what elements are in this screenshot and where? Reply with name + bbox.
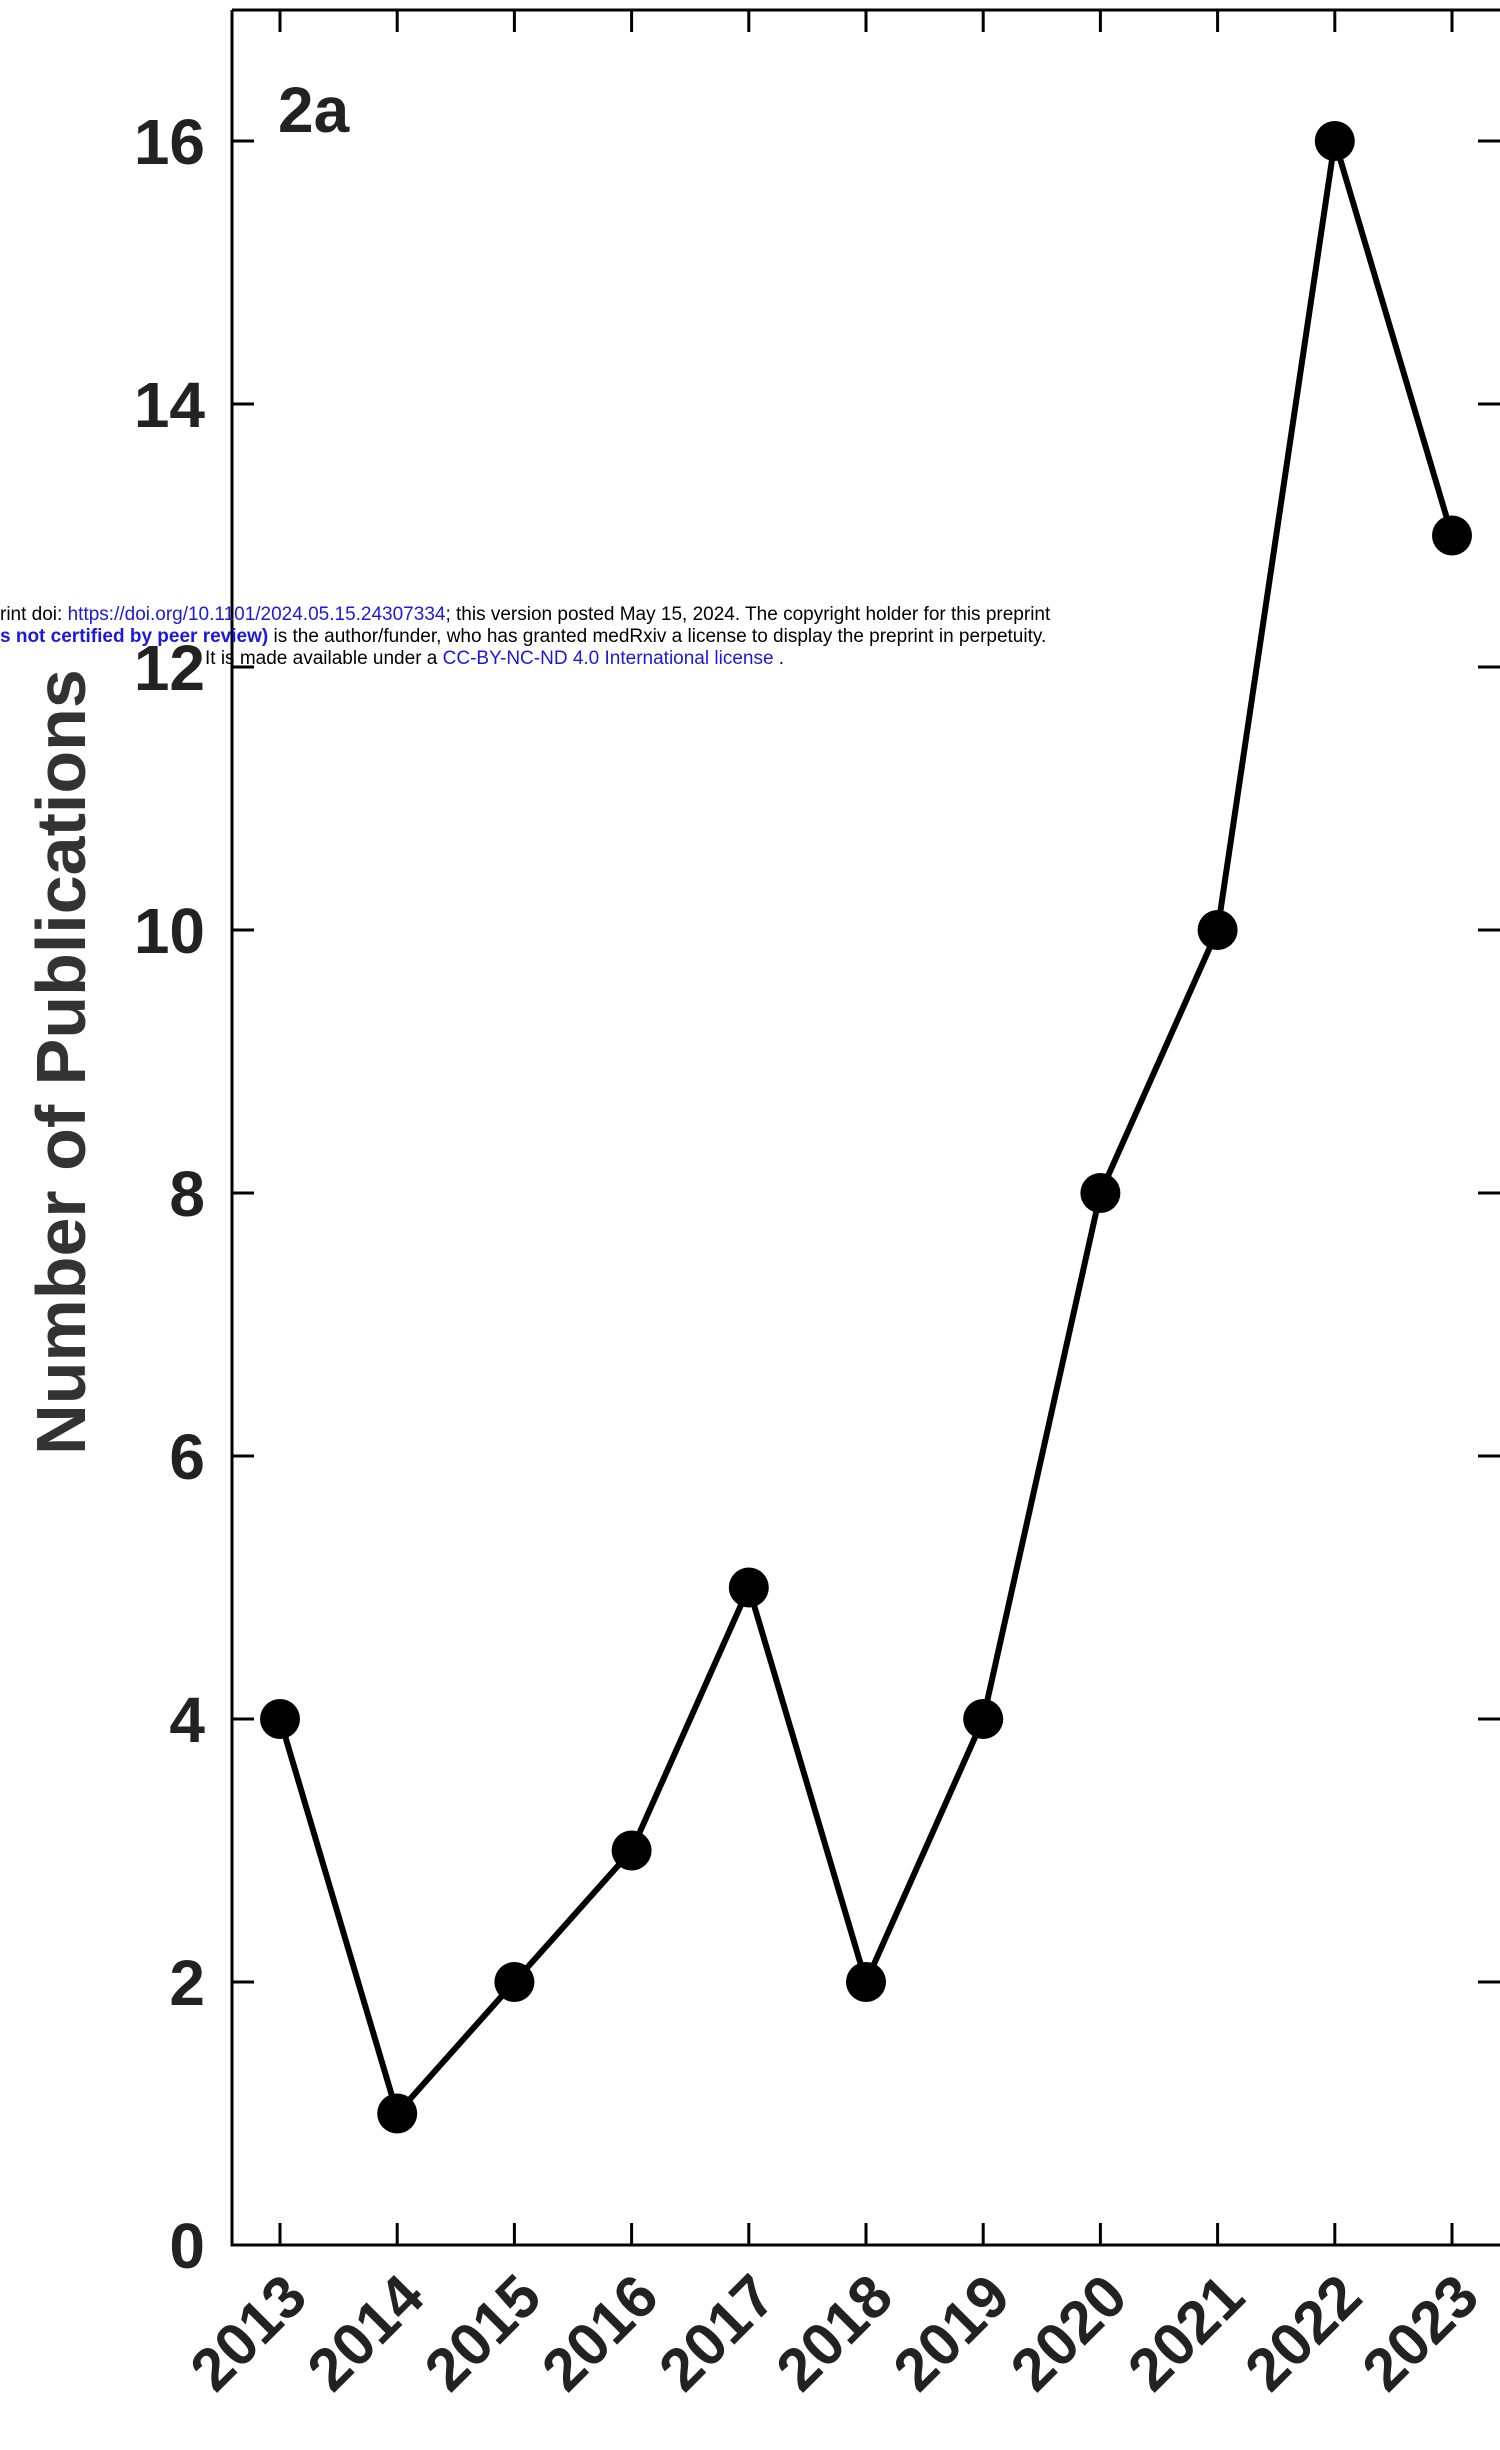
y-tick-label: 4 — [169, 1684, 205, 1756]
notice-text: It is made available under a — [205, 648, 443, 669]
data-point — [377, 2093, 418, 2134]
y-tick-label: 14 — [134, 369, 206, 441]
preprint-notice-line-1: rint doi: https://doi.org/10.1101/2024.0… — [0, 604, 1050, 626]
data-point — [494, 1962, 535, 2002]
y-tick-label: 0 — [169, 2210, 205, 2282]
x-tick-label: 2013 — [177, 2262, 319, 2404]
license-link[interactable]: CC-BY-NC-ND 4.0 International license — [442, 648, 774, 669]
x-tick-label: 2022 — [1232, 2262, 1374, 2404]
y-axis: 0 2 4 6 8 10 12 14 16 — [134, 106, 1500, 2282]
x-tick-label: 2021 — [1115, 2262, 1257, 2404]
y-tick-label: 12 — [134, 632, 205, 704]
x-tick-label: 2014 — [295, 2261, 437, 2403]
data-point — [260, 1699, 300, 1739]
notice-text: ; this version posted May 15, 2024. The … — [445, 604, 1051, 625]
axis-lines — [230, 10, 1500, 2247]
y-tick-label: 2 — [169, 1947, 205, 2019]
x-tick-label: 2023 — [1349, 2262, 1491, 2404]
preprint-notice-line-2: s not certified by peer review) is the a… — [0, 626, 1046, 648]
data-point — [1314, 121, 1355, 161]
notice-bold-text: s not certified by peer review) — [0, 626, 269, 647]
data-point — [1432, 515, 1472, 556]
notice-text: is the author/funder, who has granted me… — [268, 626, 1047, 647]
data-point — [1080, 1173, 1121, 1213]
data-point — [1197, 910, 1238, 950]
panel-label: 2a — [278, 74, 350, 146]
y-tick-label: 6 — [169, 1421, 205, 1493]
x-tick-label: 2016 — [529, 2262, 671, 2404]
y-tick-label: 8 — [169, 1158, 205, 1230]
data-series — [260, 121, 1472, 2134]
series-line — [277, 138, 1455, 2117]
data-point — [963, 1699, 1004, 1739]
notice-text: rint doi: — [0, 604, 68, 625]
data-point — [846, 1962, 886, 2002]
y-axis-title: Number of Publications — [22, 669, 100, 1455]
notice-text: . — [773, 648, 785, 669]
doi-link[interactable]: https://doi.org/10.1101/2024.05.15.24307… — [67, 604, 446, 625]
x-tick-label: 2020 — [998, 2262, 1140, 2404]
data-point — [611, 1830, 652, 1871]
y-tick-label: 10 — [134, 895, 205, 967]
plot-area — [230, 8, 1500, 2247]
x-tick-label: 2018 — [763, 2262, 905, 2404]
x-tick-label: 2017 — [646, 2262, 788, 2404]
y-tick-label: 16 — [134, 106, 205, 178]
preprint-notice-line-3: It is made available under a CC-BY-NC-ND… — [205, 648, 784, 670]
x-tick-label: 2019 — [881, 2262, 1023, 2404]
data-point — [728, 1567, 769, 1608]
x-tick-label: 2015 — [412, 2262, 554, 2404]
